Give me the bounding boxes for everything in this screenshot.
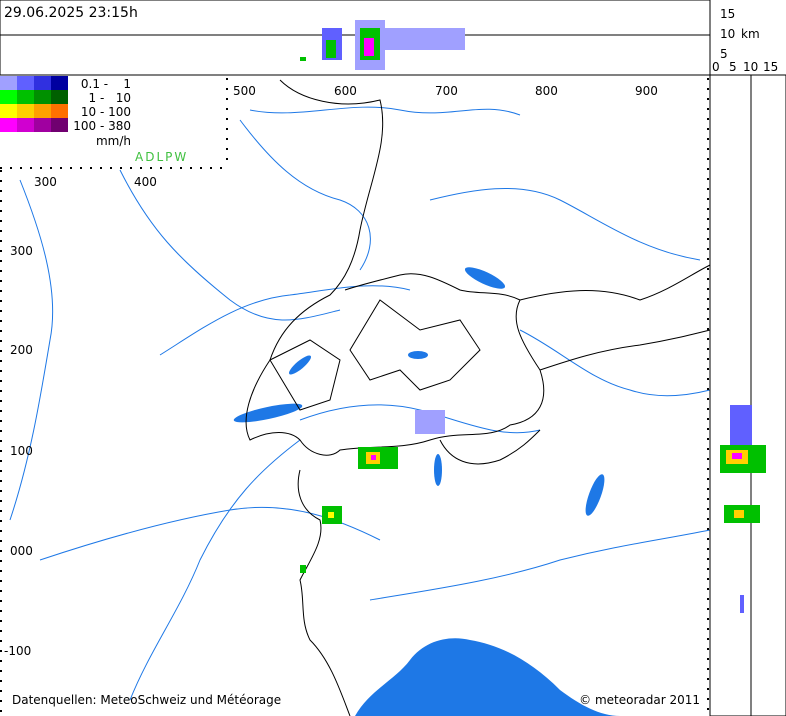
legend-label: 100 - 380: [73, 119, 131, 133]
height-tick: 10: [720, 27, 735, 41]
canton-border: [269, 339, 341, 411]
width-tick: 5: [729, 60, 737, 74]
river: [9, 179, 54, 521]
map-y-label: 200: [10, 343, 33, 357]
lake: [434, 454, 442, 486]
border: [519, 264, 711, 301]
map-x-label: 500: [233, 84, 256, 98]
map-y-label: 000: [10, 544, 33, 558]
river: [119, 169, 341, 321]
source-code: ADLPW: [135, 150, 188, 164]
legend-label: 10 - 100: [81, 105, 131, 119]
lake: [585, 474, 605, 516]
footer-copyright: © meteoradar 2011: [579, 693, 700, 707]
timestamp: 29.06.2025 23:15h: [4, 5, 138, 21]
map-x-label: 600: [334, 84, 357, 98]
map-y-label: 300: [10, 244, 33, 258]
border: [439, 429, 541, 465]
river: [129, 439, 301, 701]
river: [249, 106, 521, 116]
map-y-label: 100: [10, 444, 33, 458]
height-tick: 5: [720, 47, 728, 61]
river: [369, 529, 711, 601]
legend: 0.1 - 1 1 - 10 10 - 100 100 - 380 mm/h A…: [0, 76, 225, 166]
lake: [288, 355, 312, 375]
river: [429, 187, 701, 261]
profile-frame: [709, 74, 786, 716]
map: 500 600 700 800 900 300 400 300 200 100 …: [0, 78, 711, 716]
height-unit: km: [741, 27, 760, 41]
border: [539, 329, 711, 371]
radar-echo: [371, 455, 376, 460]
map-x-label: 700: [435, 84, 458, 98]
width-tick: 15: [763, 60, 778, 74]
radar-echo: [328, 512, 334, 518]
map-x-label: 400: [134, 175, 157, 189]
lake: [408, 351, 428, 359]
border: [297, 469, 351, 716]
sea: [355, 638, 620, 716]
lake: [464, 267, 506, 289]
legend-label: 1 - 10: [89, 91, 132, 105]
canton-border: [349, 299, 481, 391]
top-profile: 29.06.2025 23:15h 15 10 km 5: [0, 0, 760, 76]
width-tick: 0: [712, 60, 720, 74]
border: [245, 79, 545, 456]
river: [159, 285, 411, 356]
map-x-label: 900: [635, 84, 658, 98]
height-tick: 15: [720, 7, 735, 21]
width-tick: 10: [743, 60, 758, 74]
lake: [233, 403, 303, 423]
map-x-label: 800: [535, 84, 558, 98]
river: [239, 119, 371, 271]
legend-unit: mm/h: [96, 134, 131, 148]
river: [519, 329, 711, 397]
legend-label: 0.1 - 1: [81, 77, 131, 91]
footer-sources: Datenquellen: MeteoSchweiz und Météorage: [12, 693, 281, 707]
radar-echo: [300, 565, 306, 573]
map-y-label: -100: [4, 644, 31, 658]
radar-echo: [415, 410, 445, 434]
side-profile: 0 5 10 15: [709, 60, 786, 716]
map-x-label: 300: [34, 175, 57, 189]
